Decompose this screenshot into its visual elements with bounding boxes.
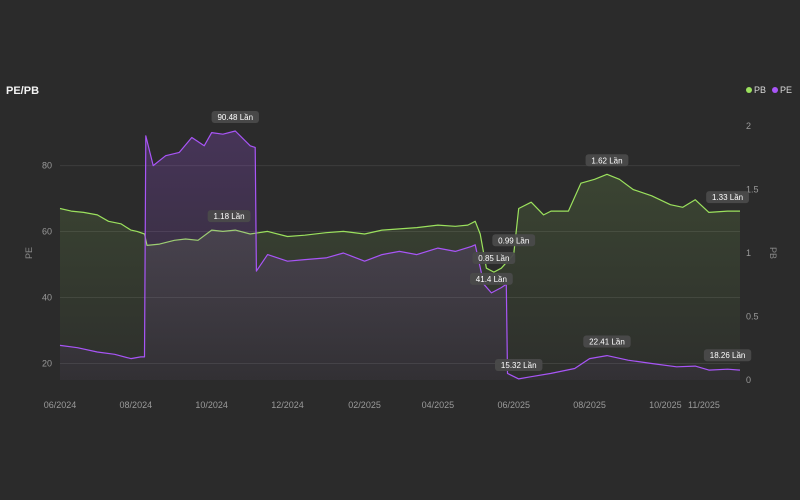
- y-left-axis-title: PE: [24, 247, 34, 259]
- x-tick-label: 11/2025: [688, 400, 720, 410]
- legend-item-pe[interactable]: PE: [771, 85, 792, 95]
- legend-dot-pe: [771, 87, 778, 93]
- x-tick-label: 06/2025: [497, 400, 530, 410]
- data-label-bg: [495, 358, 543, 371]
- y-right-tick-label: 2: [746, 121, 751, 131]
- y-right-tick-label: 1.5: [746, 185, 759, 195]
- data-label: 90.48 Lần: [217, 113, 253, 122]
- data-label-bg: [469, 272, 513, 285]
- data-label-bg: [585, 154, 629, 167]
- chart-title: PE/PB: [6, 85, 40, 97]
- data-label: 18.26 Lần: [710, 351, 746, 360]
- data-label: 22.41 Lần: [589, 338, 625, 347]
- y-right-tick-label: 0: [746, 375, 751, 385]
- data-label-bg: [472, 252, 516, 265]
- y-right-tick-label: 1: [746, 248, 751, 258]
- y-left-tick-label: 80: [42, 161, 52, 171]
- data-label: 41.4 Lần: [476, 275, 507, 284]
- data-label-bg: [583, 335, 631, 348]
- x-tick-label: 12/2024: [271, 400, 304, 410]
- x-tick-label: 08/2024: [120, 400, 153, 410]
- data-label-bg: [703, 349, 752, 362]
- data-label: 1.18 Lần: [213, 212, 244, 221]
- y-left-tick-label: 40: [42, 293, 52, 303]
- data-label-bg: [706, 191, 749, 204]
- x-tick-label: 02/2025: [348, 400, 381, 410]
- data-label: 15.32 Lần: [501, 361, 537, 370]
- data-label-bg: [211, 111, 259, 124]
- series-area-pe: [60, 131, 740, 380]
- y-left-tick-label: 20: [42, 359, 52, 369]
- y-left-tick-label: 60: [42, 227, 52, 237]
- legend-label-pe: PE: [779, 85, 792, 95]
- legend-dot-pb: [745, 87, 752, 93]
- legend-item-pb[interactable]: PB: [745, 85, 766, 95]
- x-tick-label: 10/2024: [195, 400, 228, 410]
- x-tick-label: 08/2025: [573, 400, 606, 410]
- data-label: 0.99 Lần: [498, 236, 529, 245]
- data-label-bg: [207, 210, 251, 223]
- x-tick-label: 04/2025: [422, 400, 455, 410]
- y-right-axis-title: PB: [768, 247, 778, 259]
- series-line-pe: [59, 130, 741, 380]
- chart-legend: PB PE: [745, 85, 792, 95]
- x-tick-label: 10/2025: [649, 400, 682, 410]
- data-label-bg: [492, 234, 536, 247]
- data-label: 1.33 Lần: [712, 193, 743, 202]
- y-right-tick-label: 0.5: [746, 312, 759, 322]
- legend-label-pb: PB: [753, 85, 766, 95]
- data-label: 0.85 Lần: [478, 254, 509, 263]
- data-label: 1.62 Lần: [591, 156, 622, 165]
- x-tick-label: 06/2024: [44, 400, 77, 410]
